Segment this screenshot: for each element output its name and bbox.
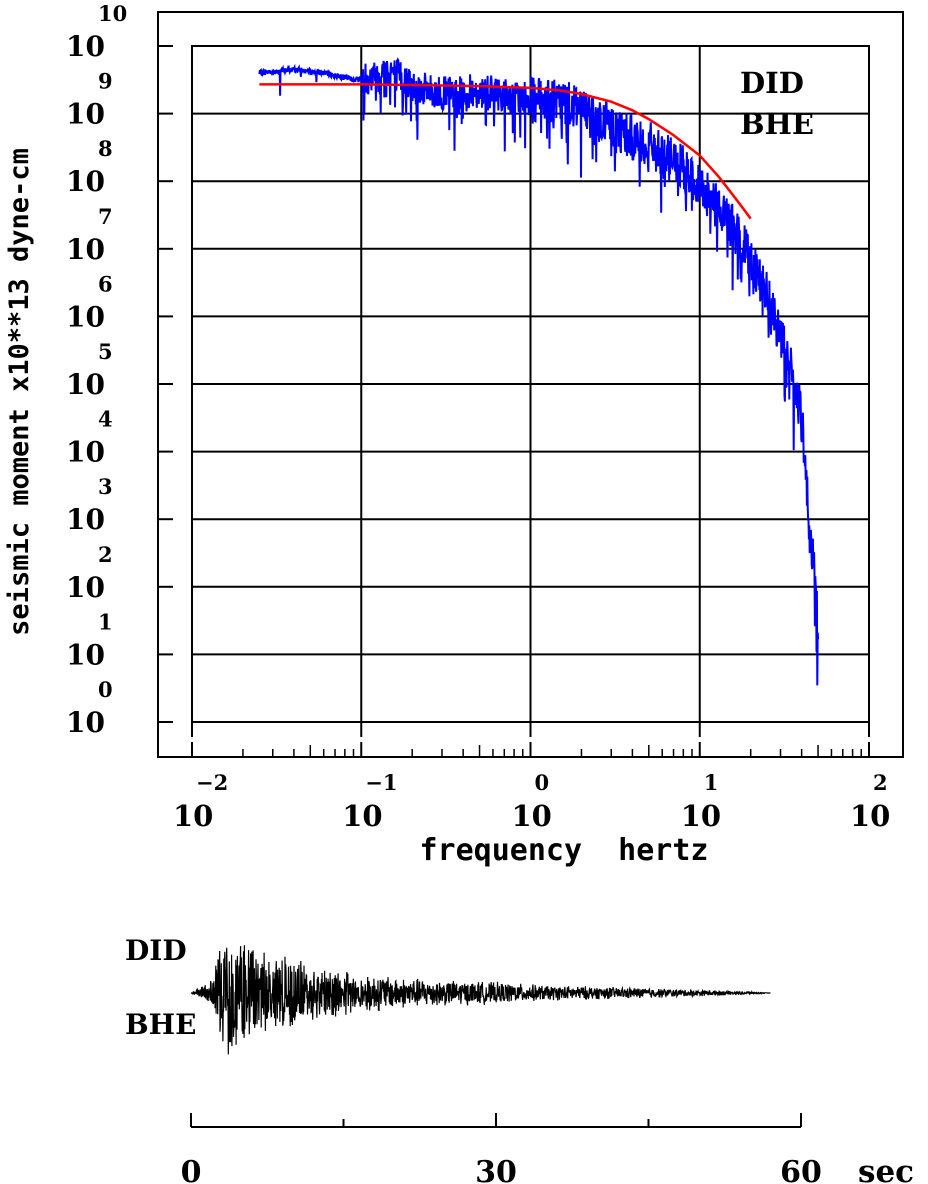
y-tick-label-base: 10 [66,165,105,198]
series-fit-line [259,83,752,220]
y-axis-title: seismic moment x10**13 dyne-cm [4,148,35,636]
x-tick-label-base: 10 [173,799,213,833]
x-tick-label-exponent: 0 [535,770,550,795]
x-tick-label-base: 10 [512,799,552,833]
grid-lines [192,46,869,722]
time-axis-ticks: 0 30 60 [181,1113,822,1184]
station-label: DID [740,66,804,100]
y-tick-label-exponent: 8 [98,136,113,161]
y-tick-label-exponent: 5 [98,339,113,364]
y-tick-label-exponent: 1 [98,609,113,634]
time-axis-unit: sec [858,1154,914,1184]
seismogram-station-label: DID [125,934,187,967]
y-tick-label-base: 10 [66,300,105,333]
y-tick-label-exponent: 3 [98,474,113,499]
y-tick-label-base: 10 [66,98,105,131]
x-axis-ticks: 10 −2 10 −1 10 0 10 1 10 2 [173,722,890,833]
y-tick-label-base: 10 [66,571,105,604]
x-tick-label-exponent: 2 [873,770,888,795]
y-axis-ticks: 10 0 10 1 10 2 10 3 10 4 10 5 10 6 10 7 10 8 10 9 10 10 [66,1,173,739]
time-tick-label: 60 [780,1155,822,1184]
seismogram-trace [190,945,771,1055]
x-tick-label-exponent: −2 [196,770,228,795]
y-tick-label-exponent: 0 [98,677,113,702]
y-tick-label-base: 10 [66,30,105,63]
seismogram-component-label: BHE [125,1008,196,1041]
component-label: BHE [740,107,814,141]
x-tick-label-exponent: 1 [704,770,719,795]
y-tick-label-exponent: 9 [98,69,113,94]
y-tick-label-base: 10 [66,638,105,671]
seismogram-line [190,945,771,1055]
y-tick-label-base: 10 [66,436,105,469]
y-tick-label-exponent: 2 [98,542,113,567]
x-tick-label-exponent: −1 [365,770,397,795]
y-tick-label-base: 10 [66,503,105,536]
x-tick-label-base: 10 [850,799,890,833]
y-tick-label-exponent: 6 [98,271,113,296]
y-tick-label-base: 10 [66,233,105,266]
x-tick-label-base: 10 [342,799,382,833]
y-tick-label-exponent: 7 [98,204,113,229]
y-tick-label-base: 10 [66,706,105,739]
x-tick-label-base: 10 [681,799,721,833]
time-tick-label: 0 [181,1155,202,1184]
x-axis-title: frequency hertz [420,833,709,868]
y-tick-label-exponent: 10 [98,1,127,26]
y-tick-label-base: 10 [66,368,105,401]
series-lines [258,57,820,686]
time-tick-label: 30 [475,1155,517,1184]
series-spectrum-line [258,57,820,686]
y-tick-label-exponent: 4 [98,407,113,432]
